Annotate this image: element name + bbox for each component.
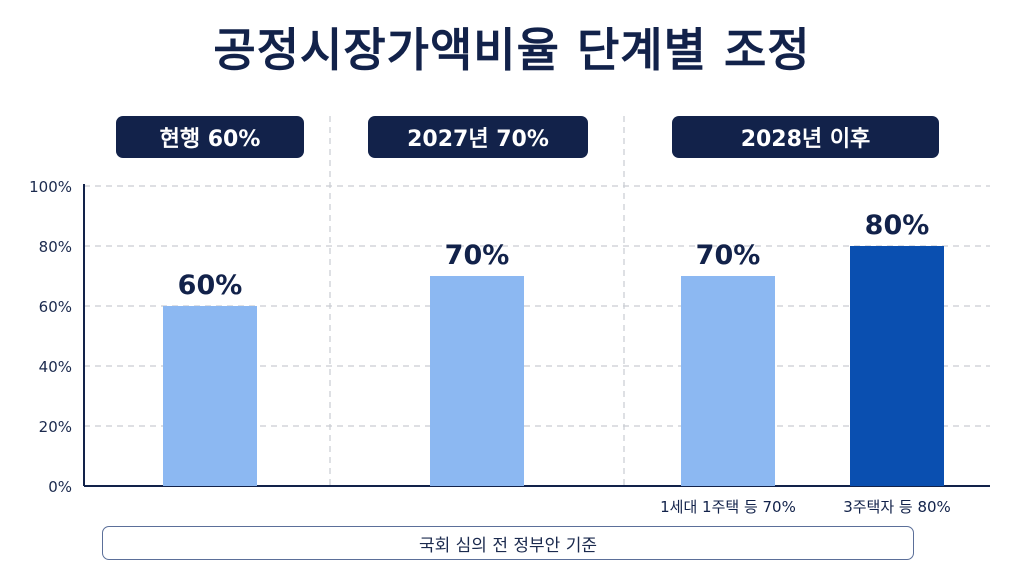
bar — [850, 246, 944, 486]
y-tick-label: 20% — [39, 418, 72, 436]
phase-label-2027: 2027년 70% — [368, 116, 588, 158]
bar — [430, 276, 524, 486]
phase-label-current: 현행 60% — [116, 116, 304, 158]
y-tick-label: 40% — [39, 358, 72, 376]
bar-value-label: 70% — [445, 240, 510, 271]
bar — [163, 306, 257, 486]
bar-category-label: 1세대 1주택 등 70% — [660, 498, 796, 516]
footer-note-text: 국회 심의 전 정부안 기준 — [418, 535, 597, 556]
bar-value-label: 70% — [696, 240, 761, 271]
y-tick-label: 0% — [48, 478, 72, 496]
bar-category-label: 3주택자 등 80% — [843, 498, 951, 516]
y-tick-label: 100% — [29, 178, 72, 196]
phase-label-2028: 2028년 이후 — [672, 116, 939, 158]
y-tick-label: 80% — [39, 238, 72, 256]
bar — [681, 276, 775, 486]
bar-value-label: 60% — [178, 270, 243, 301]
chart-title: 공정시장가액비율 단계별 조정 — [213, 23, 811, 77]
y-tick-label: 60% — [39, 298, 72, 316]
bar-value-label: 80% — [865, 210, 930, 241]
footer-note: 국회 심의 전 정부안 기준 — [102, 526, 914, 560]
